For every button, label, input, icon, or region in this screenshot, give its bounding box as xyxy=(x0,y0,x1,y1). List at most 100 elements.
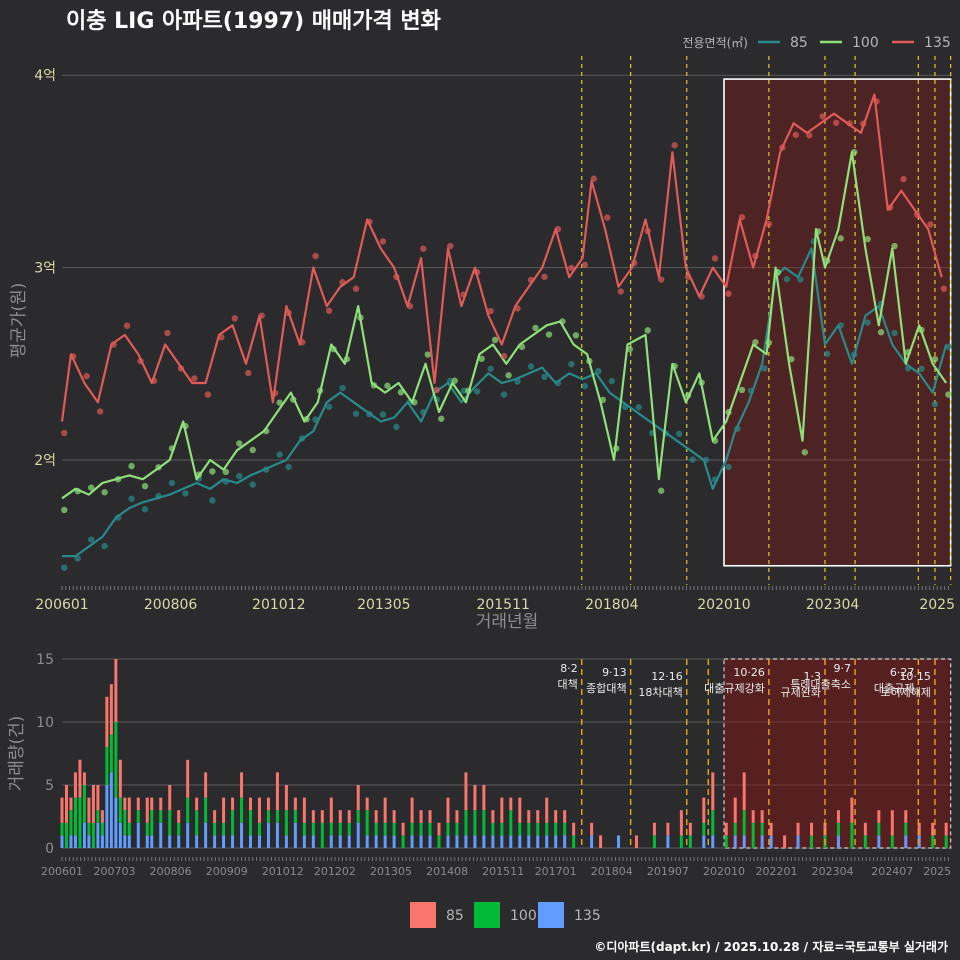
volume-bar-135 xyxy=(96,822,100,848)
volume-bar-85 xyxy=(204,772,208,798)
volume-bar-135 xyxy=(760,835,764,848)
volume-bar-135 xyxy=(917,835,921,848)
volume-bar-135 xyxy=(82,822,86,848)
volume-bar-135 xyxy=(491,835,495,848)
volume-bar-135 xyxy=(356,822,360,848)
policy-label: 대출규제강화 xyxy=(704,682,765,695)
volume-bar-100 xyxy=(392,822,396,836)
volume-bar-100 xyxy=(275,810,279,823)
data-point-85 xyxy=(891,329,898,337)
data-point-85 xyxy=(500,391,508,398)
y-tick-label: 10 xyxy=(36,715,54,731)
volume-bar-100 xyxy=(473,810,477,836)
volume-bar-85 xyxy=(82,772,86,785)
data-point-100 xyxy=(128,462,135,470)
volume-bar-100 xyxy=(186,797,190,823)
y-tick-label: 2억 xyxy=(34,453,56,469)
x-tick-label: 2025 xyxy=(923,865,951,878)
data-point-100 xyxy=(276,399,283,406)
volume-bar-85 xyxy=(863,822,867,836)
x-axis-title: 거래년월 xyxy=(476,612,539,632)
series-line-100 xyxy=(61,151,948,500)
policy-label: 종합대책 xyxy=(586,682,626,695)
volume-bar-85 xyxy=(836,810,840,823)
policy-label: 규제완화 xyxy=(781,686,821,699)
volume-bar-100 xyxy=(338,822,342,836)
policy-date: 9·13 xyxy=(602,666,627,679)
volume-bar-100 xyxy=(78,797,82,848)
volume-bar-85 xyxy=(347,810,351,823)
data-point-135 xyxy=(792,131,800,139)
volume-bar-100 xyxy=(944,835,948,848)
volume-bar-85 xyxy=(688,822,692,836)
volume-bar-85 xyxy=(123,797,127,811)
volume-bar-100 xyxy=(266,810,270,823)
volume-bar-85 xyxy=(275,772,279,811)
volume-bar-100 xyxy=(527,822,531,836)
x-tick-label: 200806 xyxy=(144,597,198,613)
volume-bar-135 xyxy=(554,835,558,848)
volume-bar-100 xyxy=(123,810,127,836)
data-point-135 xyxy=(940,285,948,292)
volume-bar-85 xyxy=(634,835,638,848)
volume-bar-100 xyxy=(177,822,181,836)
data-point-100 xyxy=(532,324,539,332)
volume-bar-85 xyxy=(419,810,423,823)
x-tick-label: 201012 xyxy=(252,597,305,613)
volume-bar-135 xyxy=(536,835,540,848)
volume-bar-85 xyxy=(383,797,387,823)
volume-bar-135 xyxy=(742,835,746,848)
volume-bar-135 xyxy=(240,822,244,848)
volume-bar-100 xyxy=(127,822,131,836)
volume-bar-135 xyxy=(428,835,432,848)
volume-bar-85 xyxy=(311,810,315,823)
data-point-100 xyxy=(945,391,952,398)
data-point-85 xyxy=(236,472,243,480)
volume-bar-135 xyxy=(231,835,235,848)
volume-bar-85 xyxy=(249,797,252,811)
volume-bar-85 xyxy=(783,835,787,848)
data-point-100 xyxy=(478,355,485,362)
x-tick-label: 200909 xyxy=(206,865,248,878)
series-line-135 xyxy=(60,93,943,422)
data-point-100 xyxy=(644,327,651,334)
volume-bar-100 xyxy=(836,822,840,836)
volume-bar-100 xyxy=(293,810,297,823)
volume-bar-100 xyxy=(491,822,495,836)
data-point-100 xyxy=(397,389,405,396)
volume-bar-85 xyxy=(554,810,558,823)
data-point-100 xyxy=(572,332,580,339)
volume-bar-135 xyxy=(545,835,549,848)
data-point-85 xyxy=(635,404,642,411)
volume-bar-135 xyxy=(904,835,908,848)
data-point-85 xyxy=(487,365,494,372)
volume-bar-85 xyxy=(590,822,594,836)
data-point-85 xyxy=(783,275,791,283)
volume-bar-135 xyxy=(509,835,513,848)
volume-bar-100 xyxy=(222,822,226,836)
data-point-85 xyxy=(352,410,360,417)
volume-bar-100 xyxy=(150,810,154,836)
data-point-85 xyxy=(393,423,400,431)
data-point-85 xyxy=(249,481,256,488)
volume-bar-100 xyxy=(751,822,755,848)
data-point-100 xyxy=(545,331,553,338)
x-tick-label: 201701 xyxy=(535,865,577,878)
data-point-100 xyxy=(738,386,746,394)
volume-bar-85 xyxy=(240,772,244,798)
data-point-100 xyxy=(141,482,149,490)
volume-bar-100 xyxy=(311,822,315,836)
volume-bar-85 xyxy=(222,797,226,823)
volume-bar-100 xyxy=(446,822,450,836)
volume-panel: 0 5 10 15 200601 200703 200806 200909 201012 2012… xyxy=(7,652,952,878)
volume-bar-85 xyxy=(877,810,881,823)
volume-bar-85 xyxy=(231,797,235,811)
volume-bar-85 xyxy=(401,822,405,836)
volume-bar-100 xyxy=(64,822,68,848)
volume-bar-135 xyxy=(136,822,140,848)
volume-bar-85 xyxy=(105,696,109,748)
volume-bar-85 xyxy=(491,810,495,823)
volume-bar-135 xyxy=(617,835,621,848)
volume-bar-100 xyxy=(105,747,109,785)
legend-swatch-100 xyxy=(474,902,500,928)
